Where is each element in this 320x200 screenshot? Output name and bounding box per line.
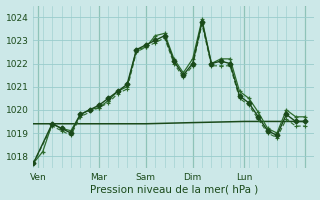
X-axis label: Pression niveau de la mer( hPa ): Pression niveau de la mer( hPa ) xyxy=(90,184,258,194)
